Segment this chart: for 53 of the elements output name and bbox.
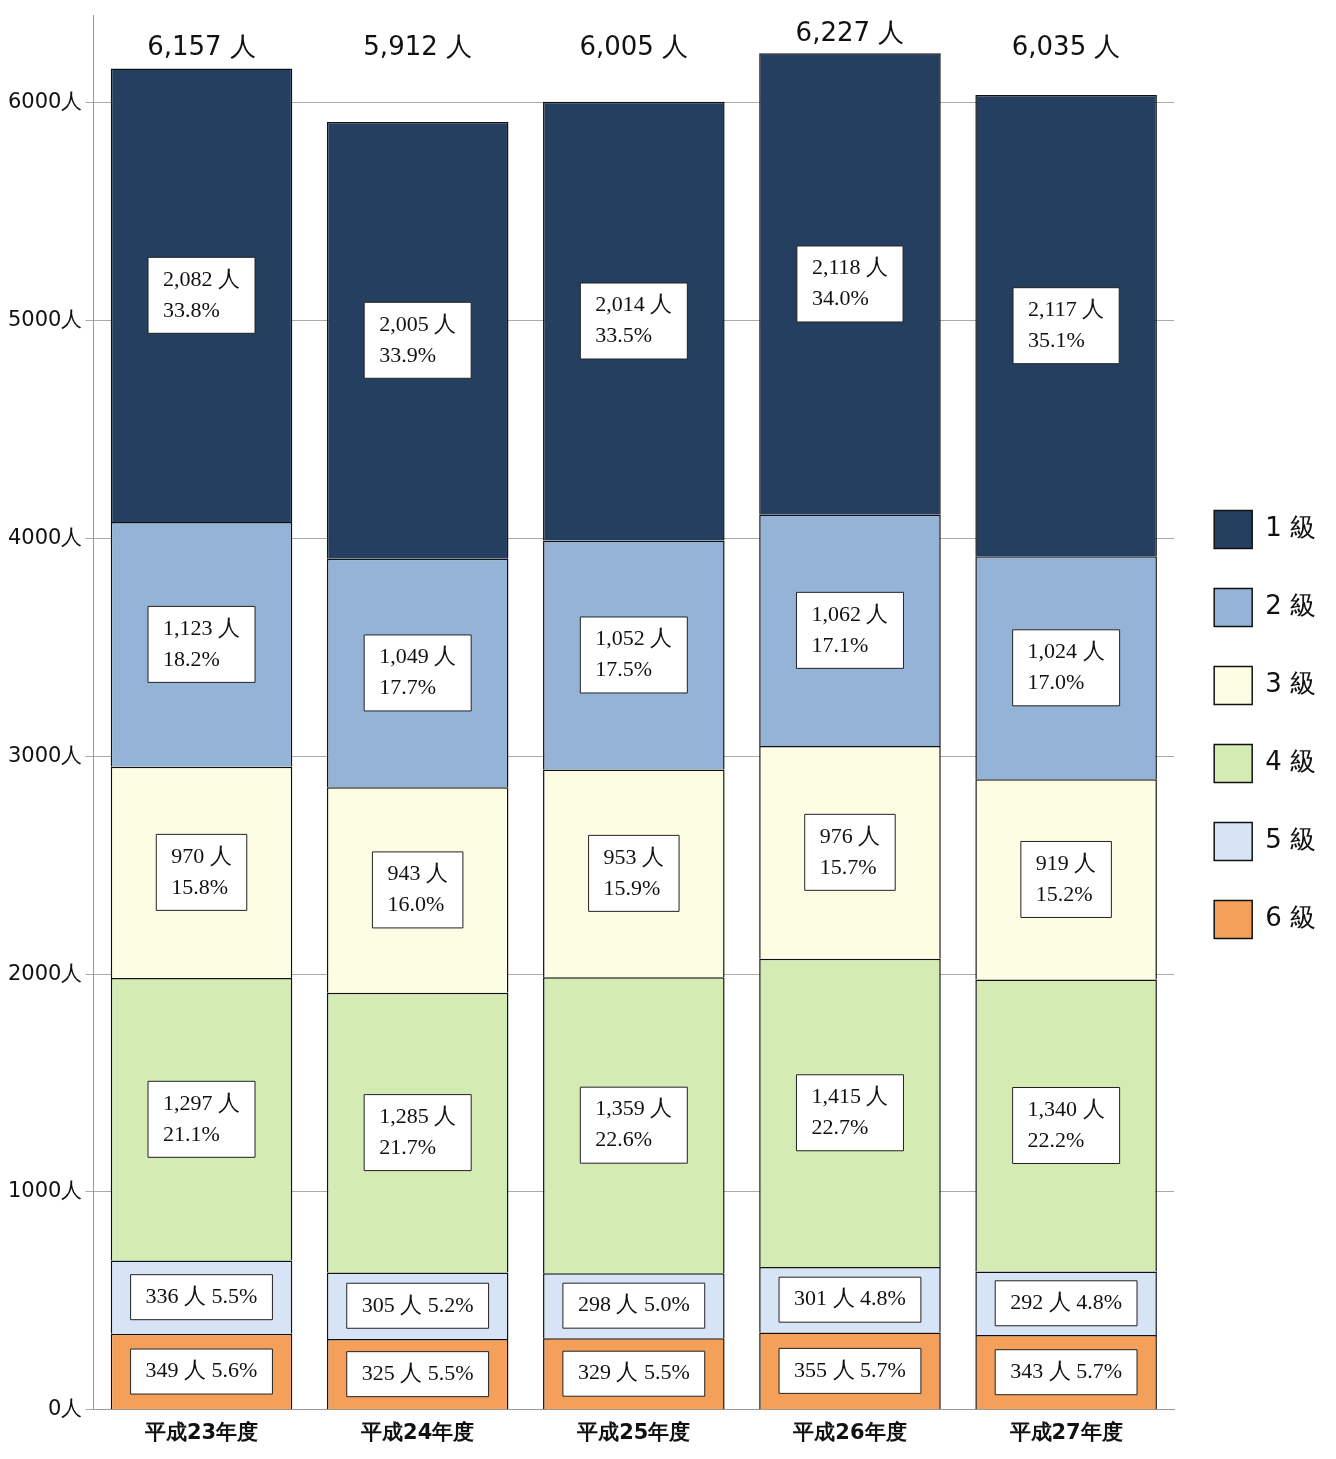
data-label: 355 人 5.7% [794, 1356, 906, 1382]
y-tick-label: 3000人 [7, 742, 83, 767]
legend-label: 2 級 [1265, 590, 1317, 621]
data-label: 292 人 4.8% [1010, 1289, 1123, 1315]
data-label: 1,052 人 17.5% [595, 625, 673, 682]
total-label: 6,005 人 [579, 31, 689, 62]
total-label: 5,912 人 [363, 31, 473, 62]
legend-label: 1 級 [1265, 512, 1317, 543]
total-label: 6,227 人 [795, 17, 905, 48]
x-tick-label: 平成23年度 [143, 1419, 259, 1444]
data-label: 1,359 人 22.6% [595, 1095, 673, 1152]
data-label: 1,415 人 22.7% [811, 1083, 889, 1140]
data-label: 976 人 15.7% [819, 822, 881, 879]
data-label: 305 人 5.2% [361, 1291, 474, 1317]
data-label: 970 人 15.8% [171, 842, 232, 899]
data-label: 1,340 人 22.2% [1027, 1095, 1105, 1152]
data-label: 1,062 人 17.1% [811, 600, 889, 657]
data-label: 1,049 人 17.7% [379, 643, 457, 700]
y-tick-label: 2000人 [7, 960, 83, 985]
x-tick-label: 平成27年度 [1008, 1419, 1123, 1444]
y-tick-label: 5000人 [7, 307, 83, 332]
data-label: 2,082 人 33.8% [163, 265, 241, 322]
data-label: 1,285 人 21.7% [379, 1102, 457, 1159]
legend-label: 6 級 [1265, 902, 1317, 933]
total-label: 6,157 人 [147, 31, 256, 62]
data-label: 2,005 人 33.9% [379, 310, 457, 367]
legend-label: 5 級 [1265, 824, 1317, 855]
y-tick-label: 6000人 [7, 89, 83, 114]
legend-label: 3 級 [1265, 668, 1317, 699]
data-label: 1,297 人 21.1% [163, 1089, 241, 1146]
data-label: 919 人 15.2% [1035, 849, 1097, 906]
total-label: 6,035 人 [1011, 31, 1121, 62]
data-label: 336 人 5.5% [145, 1282, 258, 1308]
y-tick-label: 1000人 [7, 1178, 83, 1203]
data-label: 1,123 人 18.2% [163, 614, 241, 671]
x-tick-label: 平成25年度 [576, 1419, 691, 1444]
data-label: 329 人 5.5% [577, 1359, 690, 1385]
data-label: 325 人 5.5% [361, 1359, 474, 1385]
data-label: 2,118 人 34.0% [811, 254, 889, 311]
data-label: 349 人 5.6% [145, 1357, 258, 1383]
data-label: 298 人 5.0% [577, 1291, 690, 1317]
data-label: 953 人 15.9% [603, 843, 665, 900]
legend-label: 4 級 [1265, 746, 1317, 777]
data-label: 943 人 16.0% [387, 860, 448, 917]
data-label: 2,014 人 33.5% [595, 291, 673, 348]
y-tick-label: 4000人 [7, 524, 83, 549]
data-label: 343 人 5.7% [1010, 1357, 1123, 1383]
x-tick-label: 平成24年度 [360, 1419, 475, 1444]
y-tick-label: 0人 [48, 1396, 83, 1421]
data-label: 301 人 4.8% [794, 1285, 906, 1311]
data-label: 2,117 人 35.1% [1028, 295, 1105, 352]
x-tick-label: 平成26年度 [792, 1419, 907, 1444]
data-label: 1,024 人 17.0% [1027, 638, 1105, 695]
